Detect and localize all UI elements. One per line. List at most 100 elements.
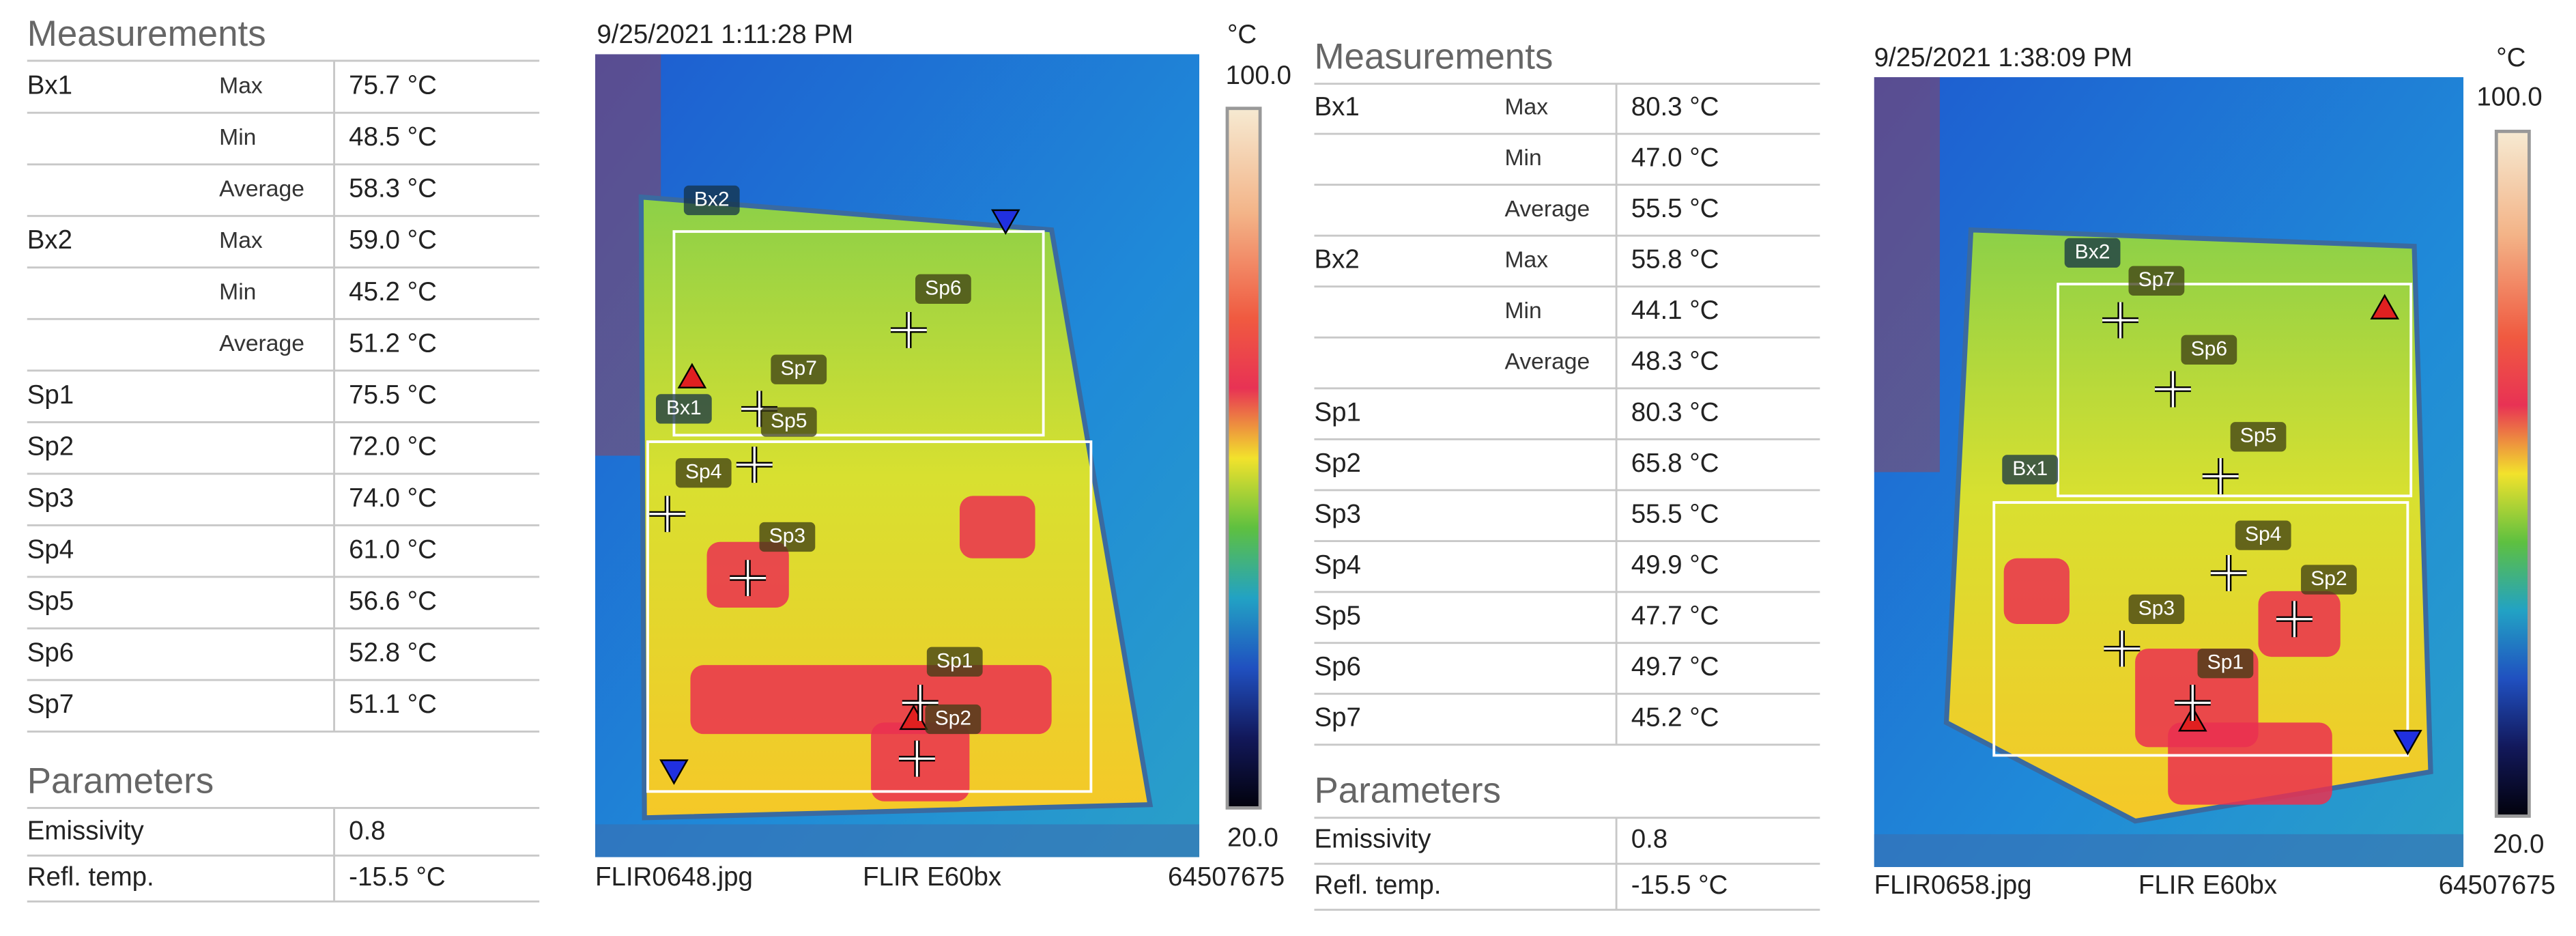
row-name: Bx1: [27, 71, 72, 100]
param-value: 0.8: [1631, 825, 1668, 854]
color-bar: [1225, 107, 1262, 810]
marker-tag: [2230, 422, 2287, 452]
timestamp: 9/25/2021 1:11:28 PM: [597, 20, 853, 49]
row-value: 48.3 °C: [1631, 347, 1719, 376]
marker-label: Sp2: [935, 707, 971, 729]
measurements-title: Measurements: [1314, 37, 1553, 77]
row-value: 56.6 °C: [349, 586, 437, 616]
row-value: 55.5 °C: [1631, 194, 1719, 223]
row-value: 47.7 °C: [1631, 601, 1719, 631]
parameters-title: Parameters: [27, 761, 214, 801]
marker-tag: [683, 185, 740, 216]
marker-label: Sp6: [2191, 337, 2227, 360]
marker-tag: [2128, 266, 2185, 296]
hot-cell: [2258, 591, 2341, 657]
scale-max: 100.0: [1226, 61, 1291, 90]
row-stat: Average: [1504, 197, 1590, 222]
row-value: 61.0 °C: [349, 535, 437, 564]
row-stat: Max: [1504, 247, 1548, 272]
row-stat: Average: [219, 331, 304, 356]
row-value: 51.2 °C: [349, 328, 437, 358]
frame-bottom: [1874, 834, 2464, 867]
marker-label: Sp6: [925, 276, 961, 299]
row-value: 45.2 °C: [1631, 703, 1719, 733]
scale-max: 100.0: [2476, 82, 2542, 111]
marker-label: Bx2: [694, 188, 730, 210]
marker-tag: [675, 458, 732, 488]
timestamp: 9/25/2021 1:38:09 PM: [1874, 43, 2133, 72]
param-value: -15.5 °C: [1631, 870, 1728, 900]
row-value: 49.9 °C: [1631, 550, 1719, 580]
extreme-marker: [990, 209, 1020, 235]
row-name: Sp4: [1314, 550, 1360, 580]
row-stat: Min: [1504, 298, 1541, 324]
row-name: Sp2: [1314, 449, 1360, 478]
row-value: 59.0 °C: [349, 225, 437, 255]
row-value: 55.5 °C: [1631, 499, 1719, 528]
marker-label: Sp2: [2310, 567, 2347, 590]
scale-unit: °C: [2496, 43, 2525, 72]
marker-label: Sp3: [2138, 597, 2175, 619]
row-value: 75.7 °C: [349, 71, 437, 100]
marker-tag: [759, 522, 816, 552]
marker-label: Sp4: [2245, 523, 2281, 545]
marker-label: Sp3: [769, 524, 805, 547]
marker-tag: [655, 394, 712, 424]
solar-panel: [638, 194, 1154, 821]
row-value: 48.5 °C: [349, 122, 437, 152]
row-name: Sp6: [1314, 652, 1360, 681]
param-value: 0.8: [349, 817, 385, 846]
file-name: FLIR0648.jpg: [595, 862, 753, 892]
row-value: 55.8 °C: [1631, 245, 1719, 274]
camera-model: FLIR E60bx: [2138, 870, 2277, 900]
row-value: 47.0 °C: [1631, 143, 1719, 172]
scale-unit: °C: [1227, 20, 1257, 49]
row-stat: Max: [219, 73, 263, 98]
row-stat: Max: [219, 228, 263, 253]
marker-label: Bx2: [2075, 240, 2110, 263]
row-name: Sp3: [27, 483, 74, 513]
panel: Measurements Bx1 Max 75.7 °C Min 48.5 °C Avera…: [27, 14, 1291, 903]
row-value: 80.3 °C: [1631, 92, 1719, 122]
marker-tag: [2064, 238, 2121, 268]
hot-cell: [2168, 722, 2332, 805]
extreme-marker: [2370, 294, 2400, 320]
panel: Measurements Bx1 Max 80.3 °C Min 47.0 °C Avera…: [1314, 37, 2556, 911]
row-name: Sp1: [27, 380, 74, 410]
row-value: 49.7 °C: [1631, 652, 1719, 681]
row-name: Bx2: [27, 225, 72, 255]
row-name: Bx2: [1314, 245, 1359, 274]
thermal-image: Bx2 Bx1 Sp7 Sp6 Sp5 Sp4 Sp2 Sp3 Sp1: [1874, 77, 2464, 867]
marker-label: Sp7: [2138, 268, 2175, 291]
camera-model: FLIR E60bx: [863, 862, 1001, 892]
color-bar: [2494, 130, 2531, 818]
measure-box: [2057, 283, 2413, 498]
row-value: 45.2 °C: [349, 277, 437, 307]
row-name: Sp5: [1314, 601, 1360, 631]
serial-number: 64507675: [2439, 870, 2556, 900]
row-stat: Max: [1504, 95, 1548, 120]
extreme-marker: [2393, 730, 2422, 756]
row-stat: Average: [219, 176, 304, 201]
marker-label: Sp5: [771, 410, 807, 432]
marker-tag: [2301, 565, 2357, 595]
marker-label: Bx1: [2012, 457, 2048, 480]
row-name: Bx1: [1314, 92, 1359, 122]
row-value: 44.1 °C: [1631, 296, 1719, 325]
measure-box: [646, 440, 1093, 793]
marker-tag: [2235, 520, 2291, 550]
marker-label: Sp1: [936, 649, 973, 672]
thermal-image: Bx2 Bx1 Sp6 Sp7 Sp5 Sp4 Sp3 Sp1 Sp2: [595, 54, 1200, 857]
param-name: Refl. temp.: [27, 862, 154, 892]
param-value: -15.5 °C: [349, 862, 446, 892]
scale-min: 20.0: [1227, 823, 1278, 852]
row-name: Sp2: [27, 431, 74, 461]
row-name: Sp3: [1314, 499, 1360, 528]
serial-number: 64507675: [1168, 862, 1285, 892]
marker-tag: [771, 354, 827, 384]
hot-cell: [2003, 558, 2070, 624]
marker-label: Sp5: [2240, 425, 2276, 447]
row-name: Sp5: [27, 586, 74, 616]
